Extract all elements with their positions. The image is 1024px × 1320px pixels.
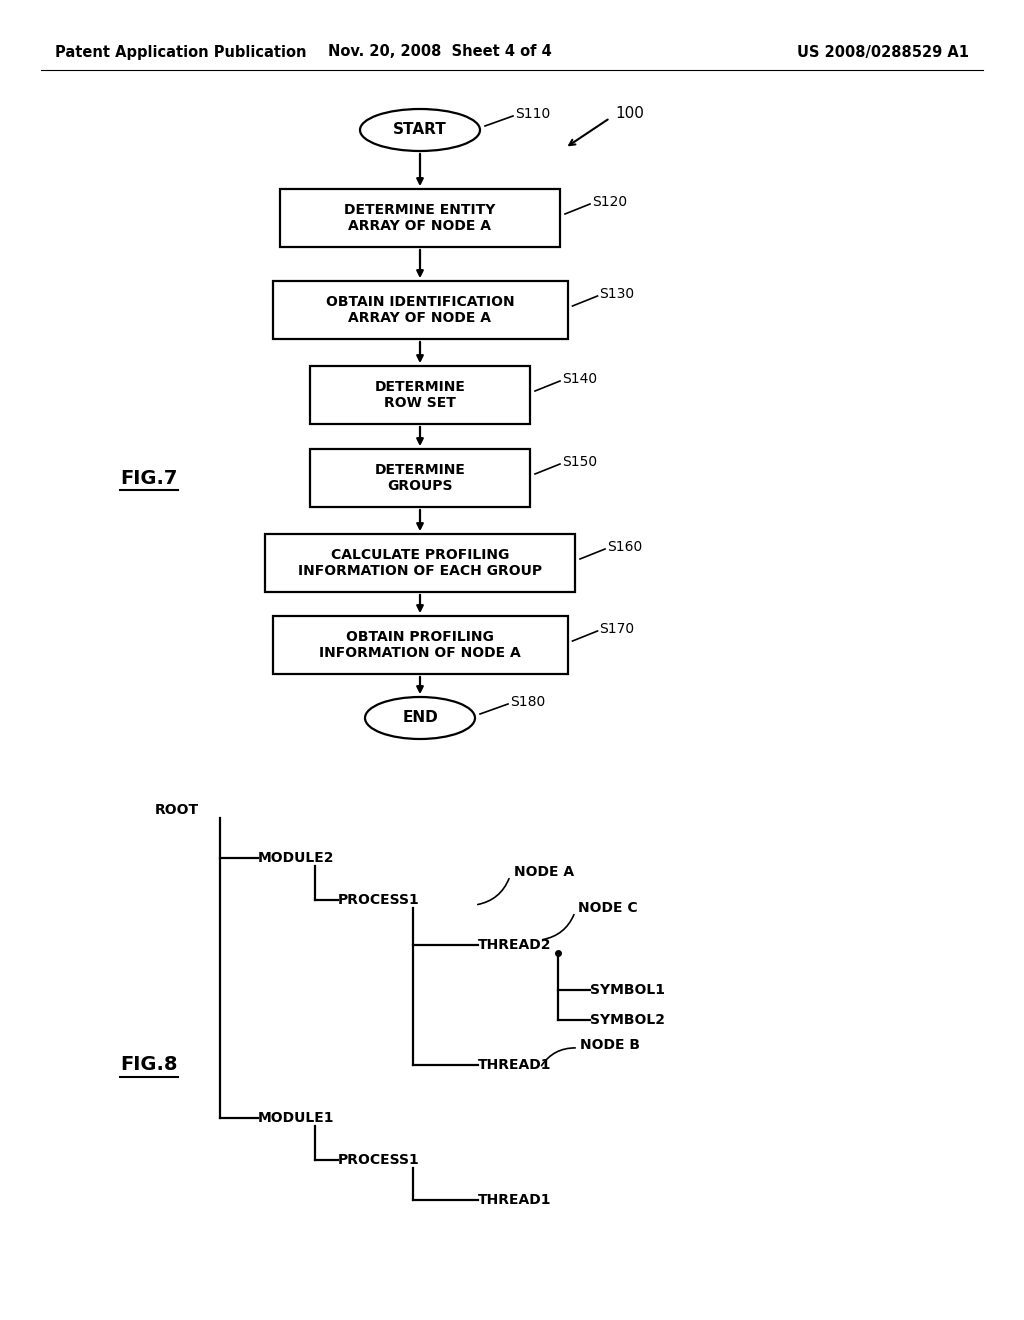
Text: DETERMINE ENTITY
ARRAY OF NODE A: DETERMINE ENTITY ARRAY OF NODE A bbox=[344, 203, 496, 234]
Text: PROCESS1: PROCESS1 bbox=[338, 1152, 420, 1167]
Text: Nov. 20, 2008  Sheet 4 of 4: Nov. 20, 2008 Sheet 4 of 4 bbox=[329, 45, 552, 59]
Text: OBTAIN IDENTIFICATION
ARRAY OF NODE A: OBTAIN IDENTIFICATION ARRAY OF NODE A bbox=[326, 294, 514, 325]
Text: MODULE2: MODULE2 bbox=[258, 851, 335, 865]
Text: S170: S170 bbox=[599, 622, 635, 636]
Text: START: START bbox=[393, 123, 446, 137]
Text: S130: S130 bbox=[599, 286, 635, 301]
Text: END: END bbox=[402, 710, 438, 726]
Text: S180: S180 bbox=[510, 696, 545, 709]
Text: NODE C: NODE C bbox=[578, 902, 638, 915]
Text: US 2008/0288529 A1: US 2008/0288529 A1 bbox=[797, 45, 969, 59]
Text: S110: S110 bbox=[515, 107, 550, 121]
Text: OBTAIN PROFILING
INFORMATION OF NODE A: OBTAIN PROFILING INFORMATION OF NODE A bbox=[319, 630, 521, 660]
Text: S150: S150 bbox=[562, 455, 597, 469]
Text: THREAD1: THREAD1 bbox=[478, 1193, 552, 1206]
Text: MODULE1: MODULE1 bbox=[258, 1111, 335, 1125]
Text: S140: S140 bbox=[562, 372, 597, 385]
Text: DETERMINE
GROUPS: DETERMINE GROUPS bbox=[375, 463, 466, 494]
Text: Patent Application Publication: Patent Application Publication bbox=[55, 45, 306, 59]
Text: S160: S160 bbox=[607, 540, 642, 554]
Text: S120: S120 bbox=[592, 195, 627, 209]
Text: FIG.8: FIG.8 bbox=[120, 1056, 177, 1074]
Text: THREAD2: THREAD2 bbox=[478, 939, 552, 952]
Text: THREAD1: THREAD1 bbox=[478, 1059, 552, 1072]
Text: SYMBOL1: SYMBOL1 bbox=[590, 983, 665, 997]
Text: 100: 100 bbox=[615, 106, 644, 120]
Text: DETERMINE
ROW SET: DETERMINE ROW SET bbox=[375, 380, 466, 411]
Text: NODE A: NODE A bbox=[514, 865, 574, 879]
Text: SYMBOL2: SYMBOL2 bbox=[590, 1012, 665, 1027]
Text: ROOT: ROOT bbox=[155, 803, 199, 817]
Text: NODE B: NODE B bbox=[580, 1038, 640, 1052]
Text: FIG.7: FIG.7 bbox=[120, 469, 177, 487]
Text: CALCULATE PROFILING
INFORMATION OF EACH GROUP: CALCULATE PROFILING INFORMATION OF EACH … bbox=[298, 548, 542, 578]
Text: PROCESS1: PROCESS1 bbox=[338, 894, 420, 907]
